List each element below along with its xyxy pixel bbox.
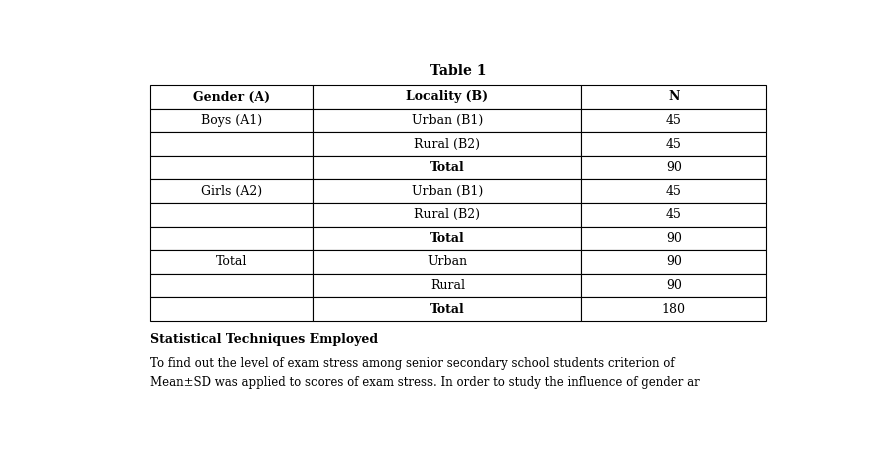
Bar [313,132,581,156]
Bar [581,85,766,109]
Bar [150,109,313,132]
Text: Table 1: Table 1 [430,64,486,78]
Bar [581,226,766,250]
Text: Urban (B1): Urban (B1) [412,184,483,198]
Bar [313,203,581,226]
Bar [313,250,581,274]
Text: Rural (B2): Rural (B2) [414,208,481,221]
Bar [150,297,313,321]
Bar [313,226,581,250]
Bar [581,274,766,297]
Text: Total: Total [216,256,247,268]
Bar [313,180,581,203]
Bar [150,226,313,250]
Bar [581,203,766,226]
Bar [581,250,766,274]
Text: Rural (B2): Rural (B2) [414,138,481,151]
Text: 45: 45 [666,184,682,198]
Text: Boys (A1): Boys (A1) [201,114,262,127]
Text: Urban: Urban [427,256,468,268]
Text: 45: 45 [666,114,682,127]
Bar [150,85,313,109]
Text: 90: 90 [666,232,682,245]
Bar [313,85,581,109]
Text: 90: 90 [666,161,682,174]
Text: Total: Total [430,302,465,315]
Text: Girls (A2): Girls (A2) [201,184,262,198]
Bar [581,109,766,132]
Bar [150,180,313,203]
Bar [313,274,581,297]
Text: Gender (A): Gender (A) [193,90,270,104]
Bar [313,156,581,180]
Text: 45: 45 [666,138,682,151]
Text: Locality (B): Locality (B) [406,90,489,104]
Bar [313,109,581,132]
Bar [150,274,313,297]
Text: Statistical Techniques Employed: Statistical Techniques Employed [150,333,378,346]
Bar [313,297,581,321]
Text: Rural: Rural [430,279,465,292]
Text: N: N [668,90,679,104]
Text: To find out the level of exam stress among senior secondary school students crit: To find out the level of exam stress amo… [150,357,675,370]
Bar [150,156,313,180]
Bar [150,250,313,274]
Text: Total: Total [430,232,465,245]
Text: 180: 180 [662,302,686,315]
Bar [581,297,766,321]
Bar [581,156,766,180]
Text: 90: 90 [666,279,682,292]
Bar [581,180,766,203]
Text: 90: 90 [666,256,682,268]
Text: Total: Total [430,161,465,174]
Text: 45: 45 [666,208,682,221]
Bar [150,132,313,156]
Text: Urban (B1): Urban (B1) [412,114,483,127]
Text: Mean±SD was applied to scores of exam stress. In order to study the influence of: Mean±SD was applied to scores of exam st… [150,376,700,389]
Bar [581,132,766,156]
Bar [150,203,313,226]
